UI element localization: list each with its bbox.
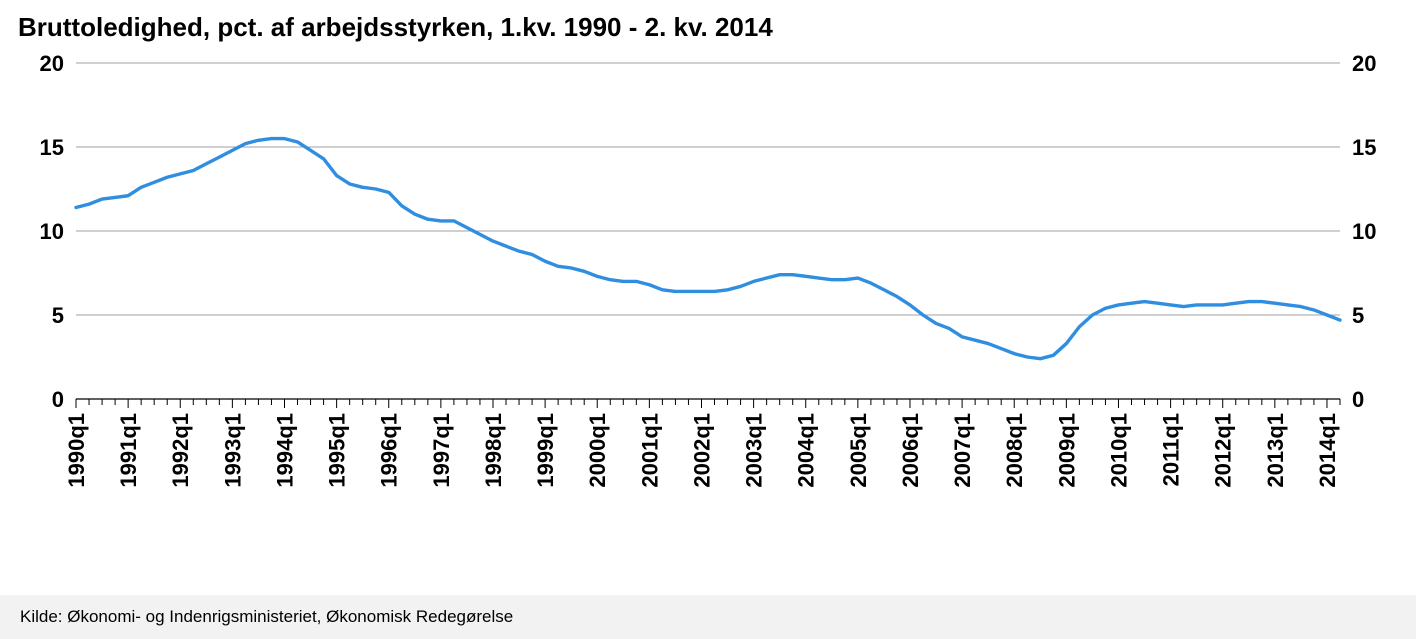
x-tick-label: 2009q1: [1054, 413, 1079, 488]
y-tick-label-right: 5: [1352, 303, 1364, 328]
chart-title: Bruttoledighed, pct. af arbejdsstyrken, …: [18, 12, 1398, 43]
x-tick-label: 1991q1: [116, 413, 141, 488]
x-tick-label: 1999q1: [533, 413, 558, 488]
x-tick-label: 2003q1: [742, 413, 767, 488]
x-tick-label: 1996q1: [377, 413, 402, 488]
x-tick-label: 1993q1: [220, 413, 245, 488]
y-tick-label-left: 20: [40, 55, 64, 76]
x-tick-label: 2011q1: [1159, 413, 1184, 486]
x-tick-label: 2008q1: [1002, 413, 1027, 488]
x-tick-label: 1998q1: [481, 413, 506, 488]
x-tick-label: 1994q1: [272, 413, 297, 488]
y-tick-label-right: 0: [1352, 387, 1364, 412]
x-tick-label: 2014q1: [1315, 413, 1340, 488]
y-tick-label-left: 10: [40, 219, 64, 244]
x-tick-label: 1997q1: [429, 413, 454, 488]
source-bar: Kilde: Økonomi- og Indenrigsministeriet,…: [0, 595, 1416, 639]
y-tick-label-right: 10: [1352, 219, 1376, 244]
y-tick-label-left: 5: [52, 303, 64, 328]
x-tick-label: 2002q1: [689, 413, 714, 488]
source-text: Kilde: Økonomi- og Indenrigsministeriet,…: [20, 607, 513, 627]
y-tick-label-right: 20: [1352, 55, 1376, 76]
x-tick-label: 2006q1: [898, 413, 923, 488]
series-line: [76, 139, 1340, 359]
x-tick-label: 2013q1: [1263, 413, 1288, 488]
x-tick-label: 2007q1: [950, 413, 975, 488]
x-tick-label: 2001q1: [637, 413, 662, 488]
x-tick-label: 2004q1: [794, 413, 819, 488]
x-tick-label: 2010q1: [1106, 413, 1131, 488]
x-tick-label: 2012q1: [1211, 413, 1236, 488]
plot-area: 0 0 5 5 10 10 15 15 20 20 1990q1 1991q1 1992q1 1993q1…: [18, 55, 1398, 495]
chart-container: Bruttoledighed, pct. af arbejdsstyrken, …: [0, 0, 1416, 639]
x-tick-label: 2005q1: [846, 413, 871, 488]
y-tick-label-left: 15: [40, 135, 64, 160]
y-tick-label-left: 0: [52, 387, 64, 412]
x-tick-label: 2000q1: [585, 413, 610, 488]
x-tick-label: 1995q1: [325, 413, 350, 488]
x-tick-label: 1990q1: [64, 413, 89, 488]
y-tick-label-right: 15: [1352, 135, 1376, 160]
x-tick-label: 1992q1: [168, 413, 193, 488]
line-chart-svg: 0 0 5 5 10 10 15 15 20 20 1990q1 1991q1 1992q1 1993q1…: [18, 55, 1398, 495]
